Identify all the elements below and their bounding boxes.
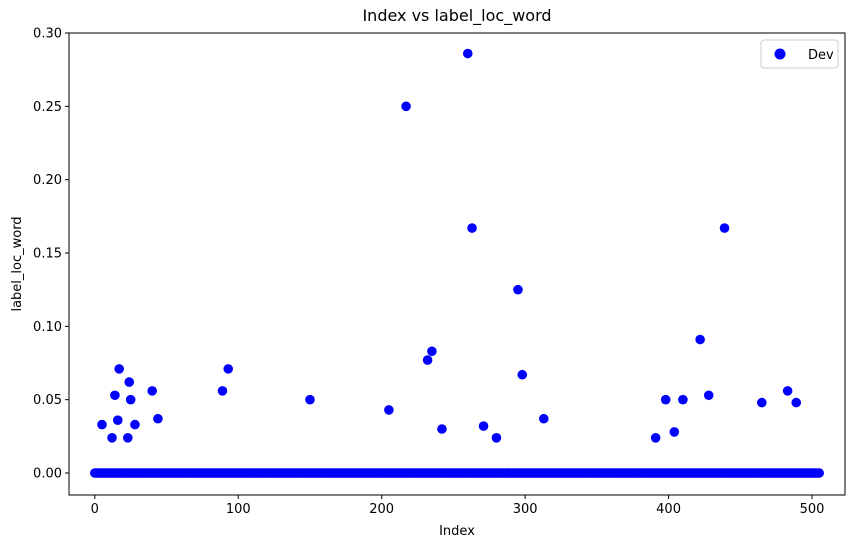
data-point (478, 421, 489, 431)
data-point (467, 223, 477, 233)
y-tick-label: 0.20 (33, 173, 62, 188)
data-point (660, 394, 671, 405)
y-tick-label: 0.05 (33, 393, 62, 408)
y-tick-label: 0.30 (33, 27, 62, 42)
x-tick-label: 100 (226, 502, 251, 517)
x-tick-label: 300 (513, 502, 538, 517)
data-point (112, 415, 123, 426)
legend-marker (774, 48, 786, 60)
x-axis-label: Index (439, 524, 475, 539)
data-point (703, 390, 714, 401)
data-point (114, 364, 124, 374)
x-tick-label: 200 (369, 502, 394, 517)
data-point (153, 413, 163, 424)
data-point (462, 48, 473, 59)
data-point (814, 468, 824, 478)
x-tick-label: 400 (656, 502, 681, 517)
legend: Dev (760, 39, 839, 69)
y-tick-label: 0.15 (33, 247, 62, 262)
data-point (123, 433, 133, 443)
data-point (97, 419, 107, 430)
y-axis-label: label_loc_word (10, 216, 25, 311)
data-point (223, 364, 234, 374)
y-tick-label: 0.00 (33, 467, 62, 482)
plot-background (69, 33, 845, 495)
data-point (427, 346, 437, 357)
x-tick-label: 0 (91, 502, 99, 517)
data-point (217, 386, 228, 396)
data-point (650, 433, 661, 443)
data-point (124, 377, 135, 387)
x-tick-label: 500 (800, 502, 825, 517)
data-point (791, 397, 802, 408)
data-point (422, 355, 433, 365)
data-point (305, 394, 315, 405)
axes-frame (68, 32, 846, 496)
data-point (678, 394, 688, 405)
data-point (107, 433, 117, 443)
data-point (782, 386, 793, 396)
series-dev (90, 48, 824, 478)
data-point (125, 394, 136, 405)
y-tick-label: 0.10 (33, 320, 62, 335)
data-point (517, 369, 528, 380)
data-point (757, 397, 767, 408)
data-point (401, 101, 411, 112)
data-point (695, 334, 705, 345)
data-point (491, 433, 502, 443)
data-point (719, 223, 730, 233)
data-point (538, 413, 549, 424)
data-point (110, 390, 120, 401)
chart-title: Index vs label_loc_word (362, 6, 551, 26)
axes: 0 100 200 300 400 500 0.00 0.05 0.10 0.15 0.20 0.25… (33, 27, 846, 517)
legend-box (760, 39, 839, 69)
y-tick-label: 0.25 (33, 100, 62, 115)
data-point (513, 284, 523, 295)
data-point (437, 424, 447, 434)
legend-label: Dev (808, 48, 834, 63)
data-point (669, 427, 680, 437)
plot-area (69, 33, 845, 495)
data-point (130, 419, 140, 430)
data-point (384, 405, 394, 415)
data-point (147, 386, 157, 396)
